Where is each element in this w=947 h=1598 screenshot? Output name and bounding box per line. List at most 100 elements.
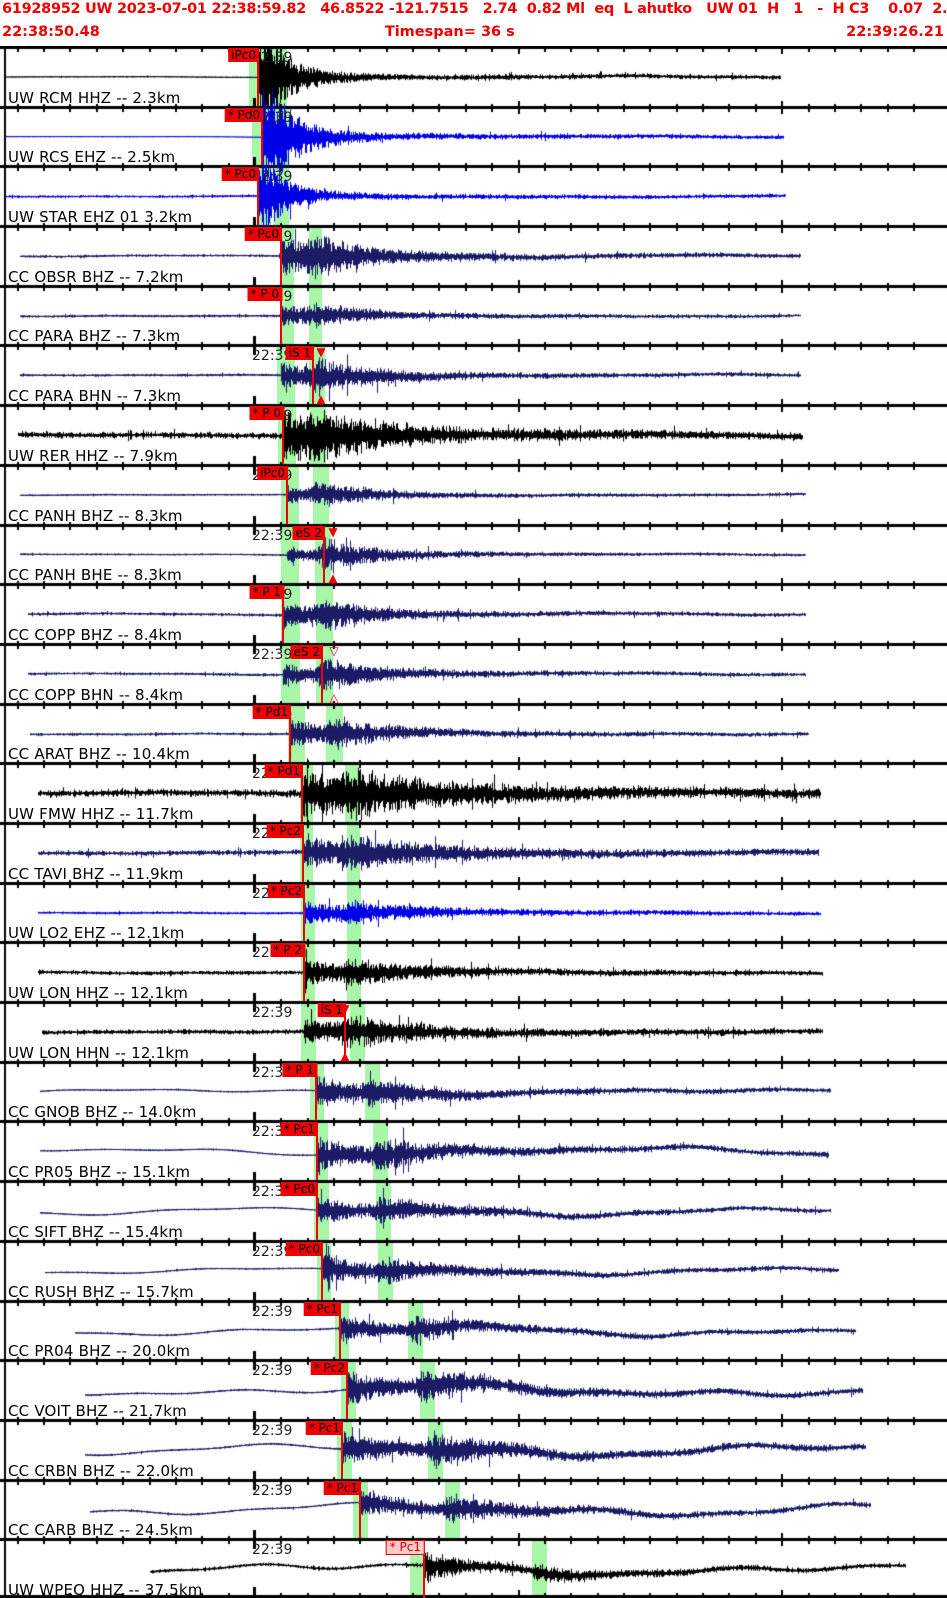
trace-row[interactable]: 22:39 * Pc1 UW WPEQ HHZ -- 37.5km	[0, 1538, 947, 1598]
phase-pick-label[interactable]: * Pc0	[280, 1182, 318, 1197]
s-pick-marker-icon: ▲	[340, 1048, 350, 1063]
s-pick-marker-icon: ▼	[316, 345, 326, 360]
phase-window-highlight	[316, 585, 333, 643]
station-label: CC PARA BHZ -- 7.3km	[8, 327, 181, 346]
trace-row[interactable]: 22:39 * P 0 CC PARA BHZ -- 7.3km	[0, 285, 947, 345]
trace-row[interactable]: 22:39 * P 1 CC GNOB BHZ -- 14.0km	[0, 1061, 947, 1121]
phase-pick-label[interactable]: * Pc1	[303, 1301, 341, 1316]
station-label: UW WPEQ HHZ -- 37.5km	[8, 1580, 203, 1598]
trace-row[interactable]: 22:39 eS 2 CC COPP BHN -- 8.4km ▽ △	[0, 643, 947, 704]
trace-row[interactable]: 22:39 * Pc0 UW STAR EHZ 01 3.2km	[0, 165, 947, 227]
phase-window-highlight	[376, 1182, 391, 1240]
station-label: UW STAR EHZ 01 3.2km	[8, 208, 193, 227]
trace-row[interactable]: 22:39 * Pd0 UW RCS EHZ -- 2.5km	[0, 106, 947, 166]
trace-row[interactable]: 22:39 iS 1 UW LON HHN -- 12.1km ▼ ▲	[0, 1001, 947, 1063]
phase-pick-label[interactable]: eS 2	[292, 525, 325, 540]
phase-pick-label[interactable]: * P 1	[282, 1062, 317, 1077]
trace-row[interactable]: 22:39 * Pc0 CC SIFT BHZ -- 15.4km	[0, 1180, 947, 1241]
phase-window-highlight	[301, 1003, 316, 1061]
station-label: CC PANH BHE -- 8.3km	[8, 566, 182, 585]
phase-pick-label[interactable]: * Pc0	[221, 167, 259, 182]
phase-pick-label[interactable]: * Pc2	[266, 824, 304, 838]
trace-row[interactable]: 22:39 * P 1 CC COPP BHZ -- 8.4km	[0, 583, 947, 644]
station-label: CC COPP BHN -- 8.4km	[8, 685, 184, 704]
phase-window-highlight	[373, 1122, 388, 1181]
minute-time-label: 22:39	[252, 646, 293, 663]
phase-window-highlight	[445, 1480, 460, 1539]
s-pick-marker-icon: ▲	[328, 571, 338, 586]
trace-row[interactable]: 22:39 * P 0 UW RER HHZ -- 7.9km	[0, 404, 947, 465]
phase-pick-label[interactable]: * P 0	[249, 406, 284, 421]
minute-time-label: 22:39	[252, 1482, 293, 1499]
trace-row[interactable]: 22:39 * Pc0 CC OBSR BHZ -- 7.2km	[0, 225, 947, 286]
phase-pick-label[interactable]: * P 0	[247, 286, 282, 301]
trace-row[interactable]: 22:39 iPc0 CC PANH BHZ -- 8.3km	[0, 464, 947, 525]
trace-row[interactable]: 22:39 * Pc2 CC VOIT BHZ -- 21.7km	[0, 1359, 947, 1420]
trace-row[interactable]: 22:39 * Pd1 UW FMW HHZ -- 11.7km	[0, 762, 947, 823]
phase-pick-label[interactable]: * Pd1	[252, 704, 291, 719]
trace-row[interactable]: 22:39 * Pc0 CC RUSH BHZ -- 15.7km	[0, 1240, 947, 1301]
phase-pick-label[interactable]: * Pc1	[305, 1420, 343, 1435]
station-label: UW FMW HHZ -- 11.7km	[8, 804, 194, 823]
trace-row[interactable]: 22:39 * Pc1 CC CRBN BHZ -- 22.0km	[0, 1419, 947, 1480]
phase-pick-label[interactable]: * Pc1	[385, 1540, 425, 1556]
event-header: 61928952 UW 2023-07-01 22:38:59.82 46.85…	[0, 0, 947, 46]
phase-window-highlight	[532, 1540, 547, 1598]
s-pick-marker-icon: ▼	[340, 1002, 350, 1017]
window-start-time: 22:38:50.48	[2, 24, 100, 40]
station-label: CC GNOB BHZ -- 14.0km	[8, 1103, 197, 1122]
phase-pick-label[interactable]: * P 1	[249, 585, 284, 600]
station-label: CC PR05 BHZ -- 15.1km	[8, 1163, 191, 1182]
phase-window-highlight	[428, 1420, 443, 1479]
station-label: UW LON HHN -- 12.1km	[8, 1043, 190, 1062]
phase-window-highlight	[309, 227, 322, 285]
time-axis-header: 22:38:50.48 Timespan= 36 s 22:39:26.21	[0, 24, 947, 42]
minute-time-label: 22:39	[252, 1363, 293, 1380]
phase-pick-label[interactable]: * Pd0	[224, 107, 263, 122]
station-label: UW RCM HHZ -- 2.3km	[8, 88, 181, 107]
phase-pick-label[interactable]: * Pc1	[323, 1480, 361, 1495]
trace-row[interactable]: 22:39 * Pc2 CC TAVI BHZ -- 11.9km	[0, 822, 947, 883]
phase-window-highlight	[408, 1301, 423, 1360]
seismogram-area[interactable]: 22:39 iPc0 UW RCM HHZ -- 2.3km 22:39 * P…	[0, 46, 947, 1598]
trace-row[interactable]: 22:39 * P 2 UW LON HHZ -- 12.1km	[0, 941, 947, 1003]
phase-pick-label[interactable]: * Pc2	[310, 1361, 348, 1376]
phase-pick-label[interactable]: * Pc0	[285, 1241, 323, 1256]
station-label: CC SIFT BHZ -- 15.4km	[8, 1222, 184, 1241]
trace-row[interactable]: 22:39 * Pc1 CC PR04 BHZ -- 20.0km	[0, 1300, 947, 1360]
phase-pick-label[interactable]: iPc0	[228, 48, 259, 62]
phase-pick-label[interactable]: iS 1	[285, 346, 314, 361]
station-label: CC PR04 BHZ -- 20.0km	[8, 1342, 191, 1361]
phase-pick-label[interactable]: iPc0	[257, 465, 288, 480]
s-pick-marker-icon: ▼	[328, 524, 338, 539]
phase-pick-label[interactable]: * Pc0	[244, 227, 282, 242]
phase-window-highlight	[350, 1003, 365, 1061]
event-summary-line: 61928952 UW 2023-07-01 22:38:59.82 46.85…	[2, 1, 947, 17]
timespan-label: Timespan= 36 s	[384, 24, 515, 40]
minute-time-label: 22:39	[252, 527, 293, 544]
trace-row[interactable]: 22:39 * Pc2 UW LO2 EHZ -- 12.1km	[0, 882, 947, 942]
trace-row[interactable]: 22:39 iS 1 CC PARA BHN -- 7.3km ▼ ▲	[0, 344, 947, 405]
phase-pick-label[interactable]: * P 2	[270, 943, 305, 958]
phase-window-highlight	[313, 465, 329, 524]
trace-row[interactable]: 22:39 eS 2 CC PANH BHE -- 8.3km ▼ ▲	[0, 524, 947, 584]
phase-window-highlight	[378, 1241, 393, 1300]
phase-pick-label[interactable]: * Pc1	[280, 1122, 318, 1137]
phase-window-highlight	[345, 764, 358, 822]
trace-row[interactable]: 22:39 * Pc1 CC PR05 BHZ -- 15.1km	[0, 1120, 947, 1182]
station-label: CC CRBN BHZ -- 22.0km	[8, 1461, 194, 1480]
phase-window-highlight	[365, 1062, 380, 1121]
station-label: UW RCS EHZ -- 2.5km	[8, 148, 176, 167]
station-label: UW LON HHZ -- 12.1km	[8, 984, 189, 1003]
phase-pick-label[interactable]: eS 2	[290, 644, 323, 659]
trace-row[interactable]: 22:39 iPc0 UW RCM HHZ -- 2.3km	[0, 46, 947, 107]
trace-row[interactable]: 22:39 * Pc1 CC CARB BHZ -- 24.5km	[0, 1479, 947, 1539]
trace-row[interactable]: 22:39 * Pd1 CC ARAT BHZ -- 10.4km	[0, 703, 947, 763]
station-label: UW RER HHZ -- 7.9km	[8, 446, 178, 465]
phase-pick-label[interactable]: * Pc2	[267, 883, 305, 898]
phase-window-highlight	[310, 406, 326, 464]
phase-pick-label[interactable]: * Pd1	[264, 764, 303, 779]
minute-time-label: 22:39	[252, 1542, 293, 1559]
station-label: CC RUSH BHZ -- 15.7km	[8, 1282, 194, 1301]
phase-window-highlight	[347, 883, 361, 942]
